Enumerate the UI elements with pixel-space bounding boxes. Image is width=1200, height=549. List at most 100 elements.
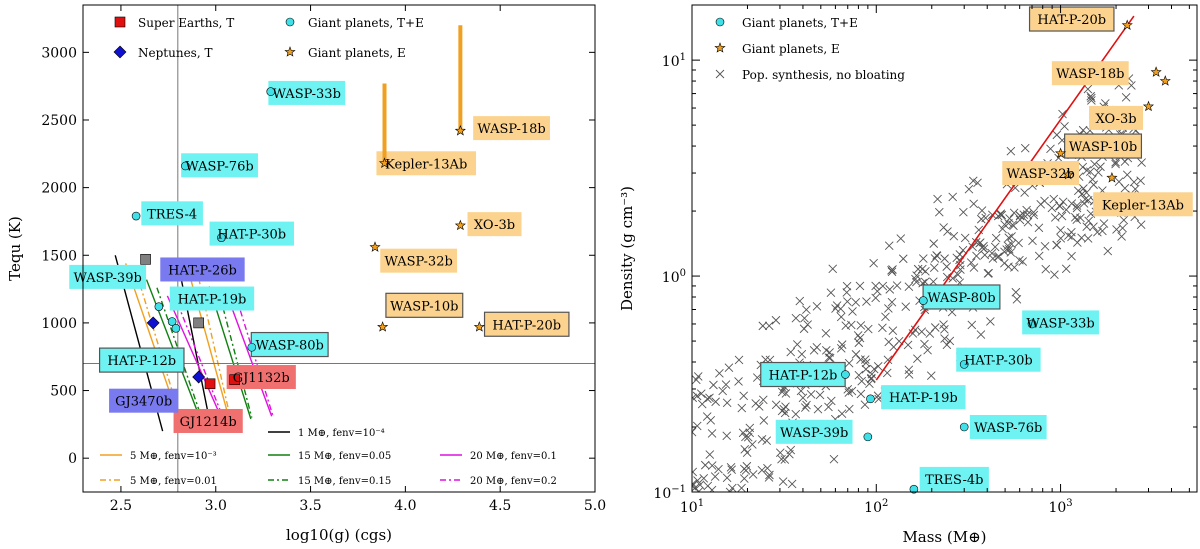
planet-gj3470b-box: [109, 388, 179, 413]
planet-tres-4b-box: [919, 466, 989, 491]
planet-hat-p-12b-box: [98, 347, 185, 373]
x-tick-label: 3.0: [205, 498, 227, 514]
pop-synthesis-marker: [692, 421, 702, 431]
pop-synthesis-marker: [844, 358, 854, 368]
pop-synthesis-marker: [1011, 287, 1021, 297]
pop-synthesis-marker: [780, 455, 790, 464]
pop-synthesis-marker: [911, 274, 920, 284]
pop-synthesis-marker: [910, 325, 920, 335]
pop-synthesis-marker: [873, 362, 883, 371]
pop-synthesis-marker: [952, 253, 962, 263]
pop-synthesis-marker: [1089, 180, 1098, 190]
WASP-18b-marker: [454, 124, 466, 136]
pop-synthesis-marker: [887, 297, 897, 307]
pop-synthesis-marker: [757, 434, 767, 444]
pop-synthesis-marker: [866, 374, 876, 384]
pop-synthesis-marker: [901, 302, 911, 312]
pop-synthesis-marker: [884, 304, 893, 313]
pop-synthesis-marker: [831, 304, 840, 313]
x-tick-label: 4.0: [394, 498, 416, 514]
GJ1214b-marker: [204, 378, 216, 390]
pop-synthesis-marker: [724, 363, 734, 373]
legend-line-label: 15 M⊕, fenv=0.05: [298, 451, 391, 462]
pop-synthesis-marker: [715, 368, 724, 378]
pop-synthesis-marker: [775, 448, 785, 458]
pop-synthesis-marker: [1087, 93, 1096, 103]
HAT-P-12b-marker: [841, 370, 850, 379]
x-tick-label: 102: [864, 498, 888, 516]
planet-wasp-76b-label: WASP-76b: [974, 421, 1042, 436]
chart-density-vs-mass: HAT-P-20b WASP-18b XO-3b WASP-10b WASP-32b Ke…: [618, 4, 1198, 546]
pop-synthesis-marker: [727, 483, 737, 492]
pop-synthesis-marker: [707, 429, 717, 438]
legend-marker: [114, 16, 126, 28]
legend-marker: [285, 17, 295, 27]
pop-synthesis-marker: [888, 265, 897, 274]
planet-hat-p-20b-label: HAT-P-20b: [1037, 13, 1106, 28]
grey-square-marker: [193, 317, 204, 329]
pop-synthesis-marker: [836, 343, 846, 353]
point-marker: [1159, 75, 1171, 86]
pop-synthesis-marker: [1137, 158, 1146, 167]
pop-synthesis-marker: [710, 472, 720, 481]
pop-synthesis-marker: [1082, 222, 1092, 232]
pop-synthesis-marker: [1049, 194, 1059, 204]
pop-synthesis-marker: [1072, 201, 1082, 210]
pop-synthesis-marker: [884, 337, 894, 347]
pop-synthesis-marker: [771, 315, 781, 325]
planet-wasp-32b-label: WASP-32b: [1007, 167, 1075, 182]
pop-synthesis-marker: [904, 282, 914, 291]
planet-kepler-13ab-label: Kepler-13Ab: [385, 157, 467, 172]
pop-synthesis-marker: [714, 464, 723, 474]
pop-synthesis-marker: [1089, 222, 1098, 231]
planet-wasp-80b-box: [922, 284, 1001, 310]
TRES-4b-marker: [909, 484, 919, 494]
pop-synthesis-marker: [786, 445, 796, 455]
pop-synthesis-marker: [993, 252, 1002, 262]
pop-synthesis-marker: [940, 254, 949, 263]
pop-synthesis-marker: [968, 176, 978, 186]
pop-synthesis-marker: [692, 375, 701, 385]
pop-synthesis-marker: [1050, 213, 1060, 222]
pop-synthesis-marker: [771, 400, 781, 410]
WASP-39b-marker: [863, 432, 873, 442]
legend-marker: [284, 46, 296, 57]
pop-synthesis-marker: [748, 440, 757, 449]
pop-synthesis-marker: [802, 305, 811, 315]
pop-synthesis-marker: [865, 379, 874, 389]
legend-line-label: 20 M⊕, fenv=0.2: [470, 476, 557, 487]
pop-synthesis-marker: [882, 368, 892, 378]
pop-synthesis-marker: [1015, 215, 1025, 225]
x-tick-label: 2.5: [110, 498, 132, 514]
pop-synthesis-marker: [856, 321, 866, 330]
WASP-33b-marker: [266, 87, 276, 96]
y-tick-label: 500: [50, 384, 77, 400]
pop-synthesis-marker: [904, 365, 914, 375]
planet-wasp-10b-label: WASP-10b: [390, 299, 458, 314]
pop-synthesis-marker: [929, 239, 939, 248]
pop-synthesis-marker: [856, 389, 866, 399]
planet-wasp-76b-box: [969, 414, 1047, 439]
y-tick-label: 3000: [41, 45, 77, 61]
pop-synthesis-marker: [797, 349, 807, 359]
pop-synthesis-marker: [942, 340, 952, 350]
pop-synthesis-marker: [1076, 213, 1085, 223]
planet-hat-p-19b-label: HAT-P-19b: [178, 293, 247, 308]
pop-synthesis-marker: [912, 271, 921, 280]
pop-synthesis-marker: [752, 373, 762, 382]
pop-synthesis-marker: [737, 483, 746, 492]
legend-marker: [715, 17, 725, 27]
pop-synthesis-marker: [926, 371, 936, 381]
legend-line-label: 5 M⊕, fenv=0.01: [130, 476, 217, 487]
pop-synthesis-marker: [1004, 262, 1013, 272]
pop-synthesis-marker: [1014, 238, 1023, 248]
Kepler-13Ab-marker: [378, 157, 391, 168]
pop-synthesis-marker: [1078, 162, 1088, 172]
pop-synthesis-marker: [826, 396, 836, 406]
pop-synthesis-marker: [836, 312, 846, 322]
planet-gj1214b-box: [173, 408, 243, 433]
legend-label: Giant planets, E: [308, 46, 406, 60]
legend-label: Pop. synthesis, no bloating: [742, 68, 905, 82]
pop-synthesis-marker: [739, 464, 749, 474]
Kepler-13Ab-marker: [1106, 171, 1118, 183]
